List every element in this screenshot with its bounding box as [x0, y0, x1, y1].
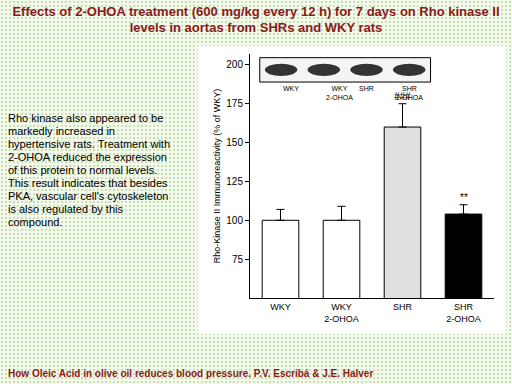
svg-text:SHR: SHR	[359, 85, 374, 92]
html-text:Effects of 2-OHOA treatment (6: Effects of 2-OHOA treatment (600 mg/kg e…	[12, 4, 500, 35]
svg-text:WKY2-OHOA: WKY2-OHOA	[324, 302, 359, 324]
svg-text:75: 75	[232, 254, 244, 265]
svg-text:WKY: WKY	[270, 302, 291, 312]
html-text:How Oleic Acid in olive oil re: How Oleic Acid in olive oil reduces bloo…	[8, 368, 374, 379]
svg-text:SHR2-OHOA: SHR2-OHOA	[446, 302, 481, 324]
svg-text:WKY2-OHOA: WKY2-OHOA	[326, 85, 353, 101]
svg-text:Rho-Kinase II Immunoreactivity: Rho-Kinase II Immunoreactivity (% of WKY…	[212, 89, 222, 264]
svg-text:SHR2-OHOA: SHR2-OHOA	[396, 85, 423, 101]
svg-text:200: 200	[226, 59, 243, 70]
svg-text:**: **	[460, 192, 468, 203]
svg-text:###: ###	[394, 91, 411, 102]
svg-text:125: 125	[226, 176, 243, 187]
svg-text:100: 100	[226, 215, 243, 226]
html-text:Rho kinase also appeared to be: Rho kinase also appeared to be markedly …	[8, 112, 170, 228]
svg-text:175: 175	[226, 98, 243, 109]
svg-text:SHR: SHR	[393, 302, 413, 312]
svg-text:WKY: WKY	[283, 85, 299, 92]
svg-text:150: 150	[226, 137, 243, 148]
